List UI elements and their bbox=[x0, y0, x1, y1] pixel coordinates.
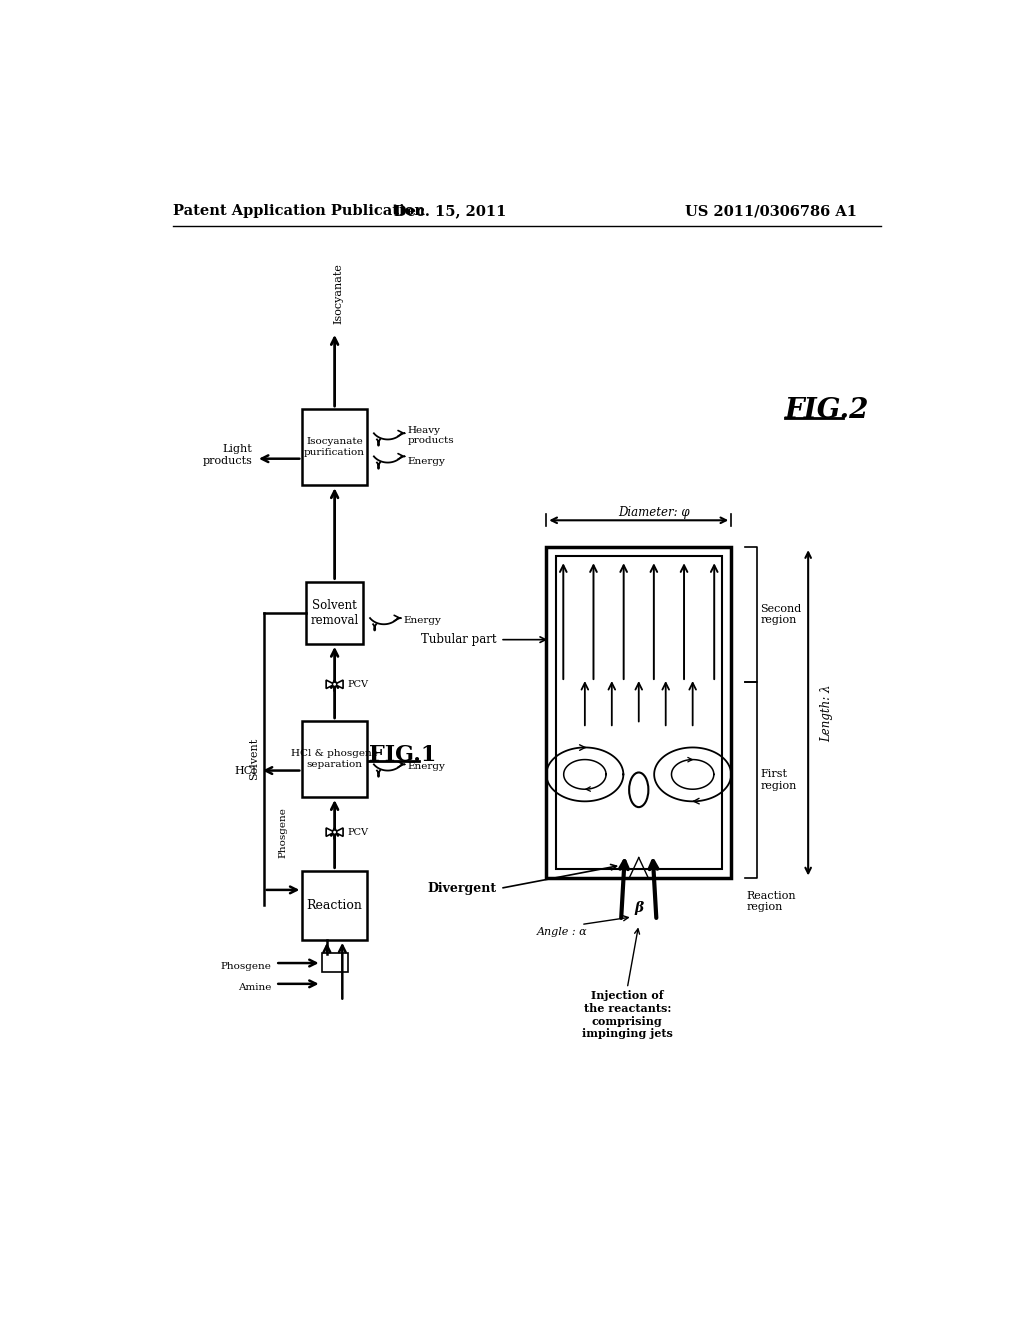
Text: First
region: First region bbox=[761, 770, 797, 791]
Text: Dec. 15, 2011: Dec. 15, 2011 bbox=[394, 205, 506, 218]
Text: Energy: Energy bbox=[408, 762, 445, 771]
Bar bbox=[322, 953, 348, 973]
Polygon shape bbox=[335, 680, 343, 689]
Text: Energy: Energy bbox=[403, 616, 441, 624]
Text: Solvent
removal: Solvent removal bbox=[310, 599, 358, 627]
Bar bbox=[306, 582, 364, 644]
Text: Angle : α: Angle : α bbox=[537, 927, 587, 937]
Text: Phosgene: Phosgene bbox=[279, 807, 288, 858]
Text: Isocyanate
purification: Isocyanate purification bbox=[304, 437, 366, 457]
Text: FIG.1: FIG.1 bbox=[370, 743, 436, 766]
Bar bbox=[302, 871, 368, 940]
Text: Amine: Amine bbox=[239, 983, 271, 993]
Text: HCl & phosgene
separation: HCl & phosgene separation bbox=[291, 750, 378, 768]
Text: Tubular part: Tubular part bbox=[421, 634, 497, 647]
Text: FIG.2: FIG.2 bbox=[785, 397, 869, 424]
Bar bbox=[302, 721, 368, 797]
Text: Phosgene: Phosgene bbox=[220, 962, 271, 972]
Text: Patent Application Publication: Patent Application Publication bbox=[173, 205, 425, 218]
Text: Reaction
region: Reaction region bbox=[746, 891, 797, 912]
Circle shape bbox=[333, 682, 337, 686]
Text: PCV: PCV bbox=[347, 828, 368, 837]
Text: Diameter: φ: Diameter: φ bbox=[618, 507, 690, 520]
Bar bbox=[556, 557, 722, 869]
Text: Second
region: Second region bbox=[761, 603, 802, 626]
Ellipse shape bbox=[629, 772, 648, 807]
Bar bbox=[302, 409, 368, 486]
Text: Energy: Energy bbox=[408, 457, 445, 466]
Polygon shape bbox=[335, 828, 343, 837]
Text: US 2011/0306786 A1: US 2011/0306786 A1 bbox=[685, 205, 857, 218]
Text: Length: λ: Length: λ bbox=[819, 684, 833, 742]
Circle shape bbox=[333, 830, 337, 834]
Polygon shape bbox=[326, 680, 335, 689]
Text: Isocyanate: Isocyanate bbox=[334, 264, 343, 325]
Text: Reaction: Reaction bbox=[306, 899, 362, 912]
Text: HCl: HCl bbox=[234, 766, 256, 776]
Bar bbox=[547, 548, 731, 878]
Text: Divergent: Divergent bbox=[427, 882, 497, 895]
Text: Solvent: Solvent bbox=[250, 738, 259, 780]
Polygon shape bbox=[326, 828, 335, 837]
Text: Heavy
products: Heavy products bbox=[408, 426, 455, 445]
Text: PCV: PCV bbox=[347, 680, 368, 689]
Text: Injection of
the reactants:
comprising
impinging jets: Injection of the reactants: comprising i… bbox=[582, 990, 673, 1039]
Text: Light
products: Light products bbox=[203, 444, 252, 466]
Text: β: β bbox=[634, 900, 643, 915]
